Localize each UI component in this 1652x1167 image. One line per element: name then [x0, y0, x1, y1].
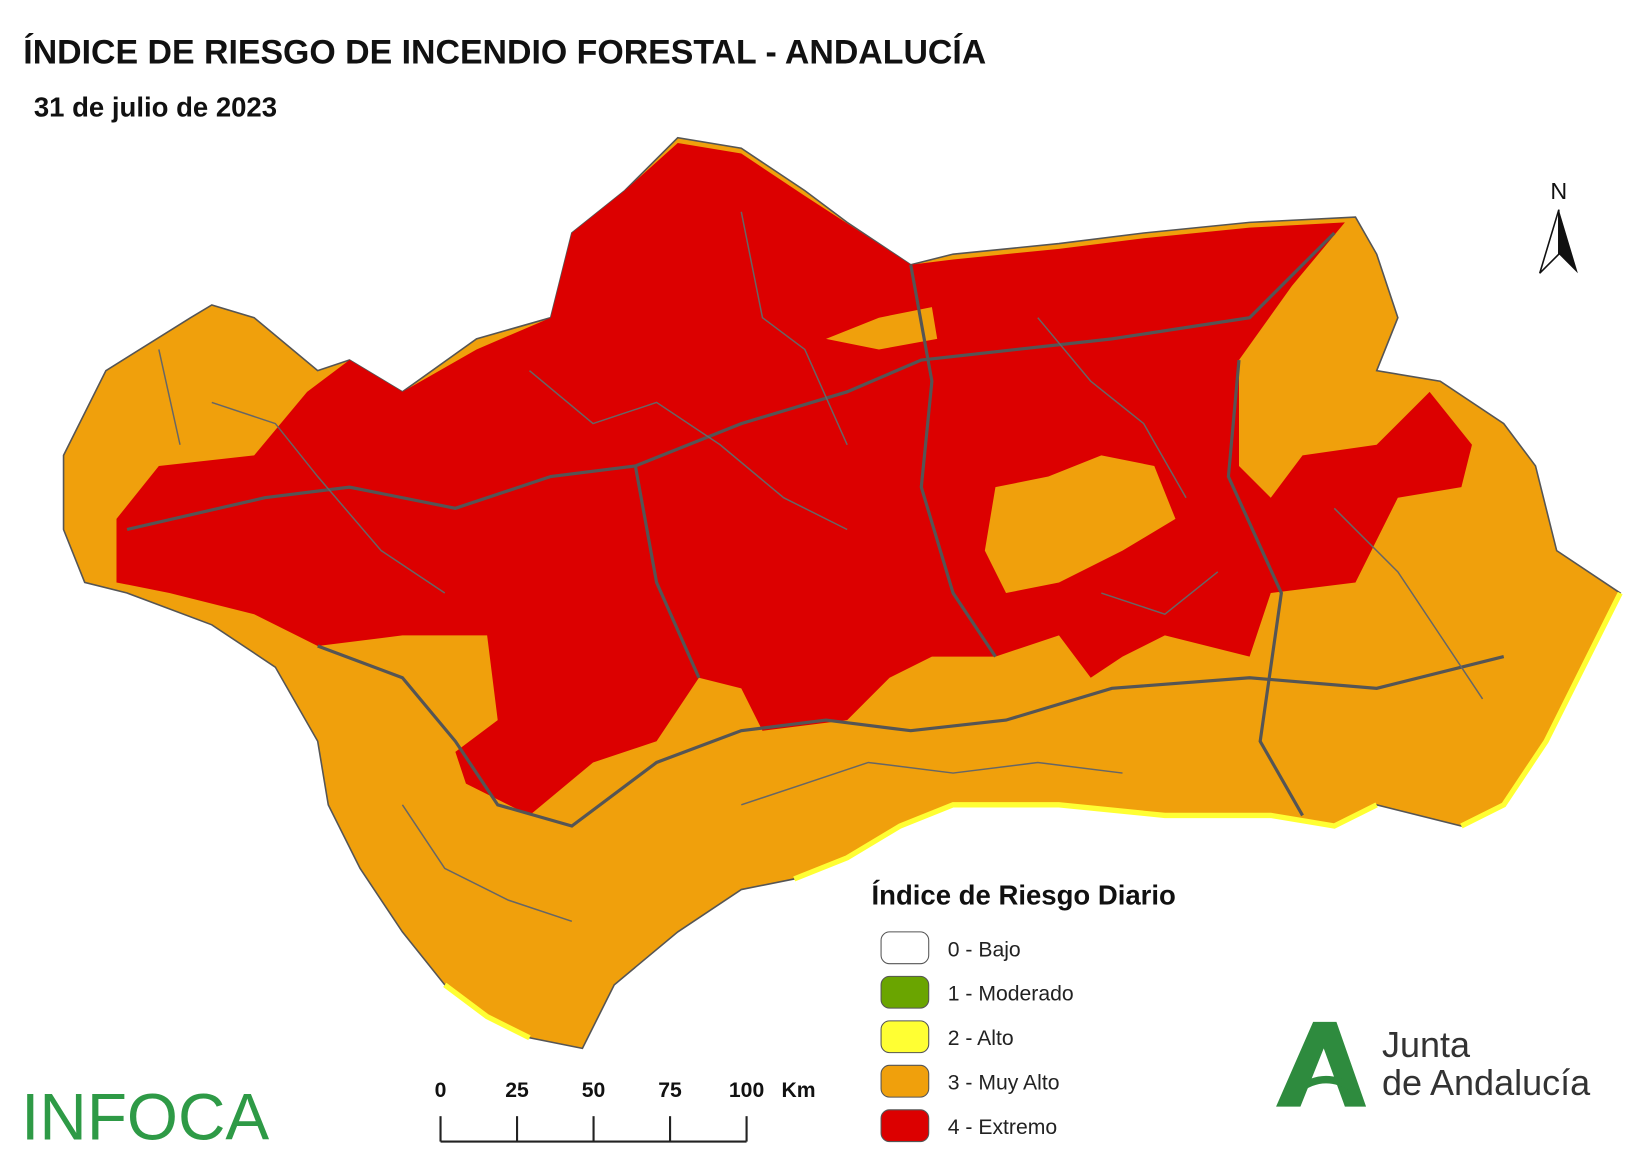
legend-label: 0 - Bajo	[948, 938, 1021, 961]
region-map	[62, 136, 1623, 1050]
junta-text: Junta	[1382, 1024, 1471, 1065]
scale-tick-label: 25	[505, 1079, 529, 1102]
legend-label: 1 - Moderado	[948, 983, 1074, 1006]
region-muy-alto-island	[826, 307, 938, 350]
map-title: ÍNDICE DE RIESGO DE INCENDIO FORESTAL - …	[23, 34, 986, 72]
north-arrow: N	[1538, 178, 1578, 274]
legend-swatch	[880, 1064, 930, 1098]
north-label: N	[1550, 178, 1567, 204]
legend-title: Índice de Riesgo Diario	[872, 879, 1176, 910]
scale-bar: 0 25 50 75 100 Km	[435, 1079, 816, 1143]
legend-swatch	[880, 975, 930, 1009]
legend: Índice de Riesgo Diario 0 - Bajo 1 - Mode…	[872, 879, 1176, 1143]
legend-swatch	[880, 1109, 930, 1143]
legend-label: 2 - Alto	[948, 1027, 1014, 1050]
scale-tick-label: 100	[729, 1079, 764, 1102]
legend-label: 4 - Extremo	[948, 1116, 1057, 1139]
junta-text: de Andalucía	[1382, 1062, 1591, 1103]
scale-tick-label: 0	[435, 1079, 447, 1102]
junta-emblem-arc	[1294, 1075, 1356, 1094]
coast-alto	[443, 591, 1623, 1041]
region-extremo	[116, 142, 1472, 816]
junta-logo: Junta de Andalucía	[1276, 1021, 1591, 1107]
legend-swatch	[880, 931, 930, 965]
region-muy-alto-island	[984, 455, 1176, 594]
infoca-logo: INFOCA	[21, 1080, 269, 1153]
legend-label: 3 - Muy Alto	[948, 1072, 1060, 1095]
scale-tick-label: 75	[658, 1079, 682, 1102]
boundaries	[126, 211, 1505, 923]
scale-tick-label: 50	[582, 1079, 606, 1102]
north-arrow-right	[1558, 209, 1578, 274]
legend-swatch	[880, 1020, 930, 1054]
scale-unit: Km	[782, 1079, 816, 1102]
map-subtitle: 31 de julio de 2023	[34, 91, 277, 122]
